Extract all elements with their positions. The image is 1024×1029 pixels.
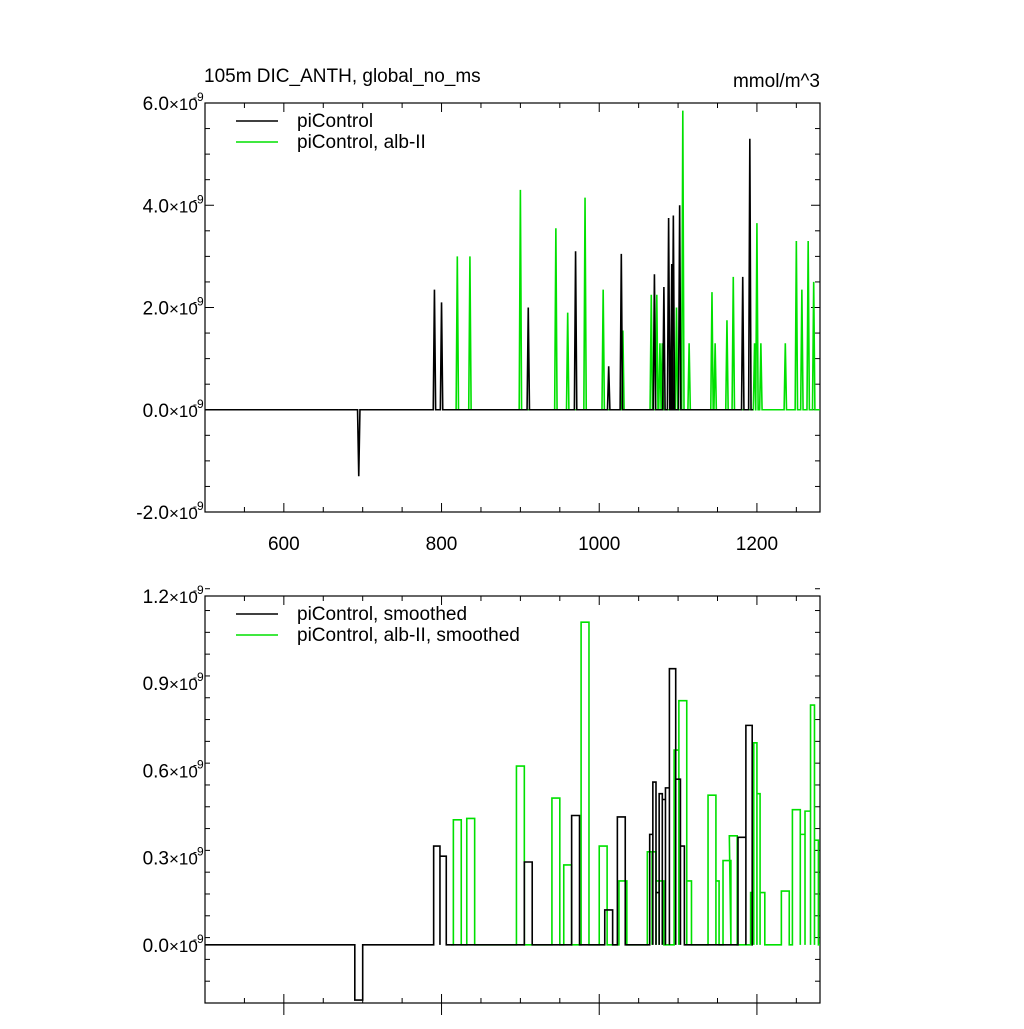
chart-title: 105m DIC_ANTH, global_no_ms	[204, 66, 481, 87]
y-tick-label: 0.3	[143, 849, 169, 870]
series-line	[205, 138, 753, 477]
y-tick-times: ×10	[169, 504, 198, 523]
y-tick-times: ×10	[169, 762, 198, 781]
y-tick-label: 0.0	[143, 936, 169, 957]
y-tick-label: 2.0	[143, 299, 169, 320]
y-tick-times: ×10	[169, 402, 198, 421]
plot-frame	[204, 102, 821, 513]
y-tick-exponent: -9	[193, 295, 204, 309]
y-tick-times: ×10	[169, 588, 198, 607]
y-tick-exponent: -9	[193, 757, 204, 771]
legend-label: piControl, smoothed	[297, 604, 467, 625]
y-tick-label: -2.0	[136, 503, 169, 524]
legend-label: piControl, alb-II, smoothed	[297, 625, 520, 646]
y-tick-exponent: -9	[193, 932, 204, 946]
series-line	[205, 667, 753, 1001]
y-tick-exponent: -9	[193, 845, 204, 859]
legend-label: piControl, alb-II	[297, 132, 426, 153]
plot-frame	[204, 595, 821, 1004]
y-tick-label: 6.0	[143, 94, 169, 115]
y-tick-exponent: -9	[193, 192, 204, 206]
y-tick-exponent: -9	[193, 499, 204, 513]
series-line	[451, 110, 820, 411]
legend-label: piControl	[297, 111, 373, 132]
y-tick-times: ×10	[169, 850, 198, 869]
y-tick-label: 0.9	[143, 674, 169, 695]
y-tick-exponent: -9	[193, 583, 204, 597]
y-tick-exponent: -9	[193, 397, 204, 411]
x-tick-label: 1200	[736, 534, 778, 555]
bottom-panel: 0.0 ×10-90.3 ×10-90.6 ×10-90.9 ×10-91.2 ×10-9…	[143, 583, 821, 1015]
y-tick-label: 1.2	[143, 587, 169, 608]
series-line	[451, 621, 820, 946]
top-panel: 600 800 1000 1200-2.0 ×10-90.0 ×10-92.0 ×10-94…	[136, 90, 821, 555]
y-tick-times: ×10	[169, 300, 198, 319]
y-tick-label: 4.0	[143, 196, 169, 217]
series-group	[205, 110, 820, 477]
y-tick-label: 0.6	[143, 761, 169, 782]
x-tick-label: 800	[426, 534, 458, 555]
series-group	[205, 621, 820, 1001]
y-tick-label: 0.0	[143, 401, 169, 422]
y-tick-exponent: -9	[193, 90, 204, 104]
x-tick-label: 600	[268, 534, 300, 555]
units-label: mmol/m^3	[733, 71, 820, 92]
y-tick-times: ×10	[169, 95, 198, 114]
y-tick-exponent: -9	[193, 670, 204, 684]
x-tick-label: 1000	[578, 534, 620, 555]
y-tick-times: ×10	[169, 937, 198, 956]
y-tick-times: ×10	[169, 675, 198, 694]
y-tick-times: ×10	[169, 197, 198, 216]
